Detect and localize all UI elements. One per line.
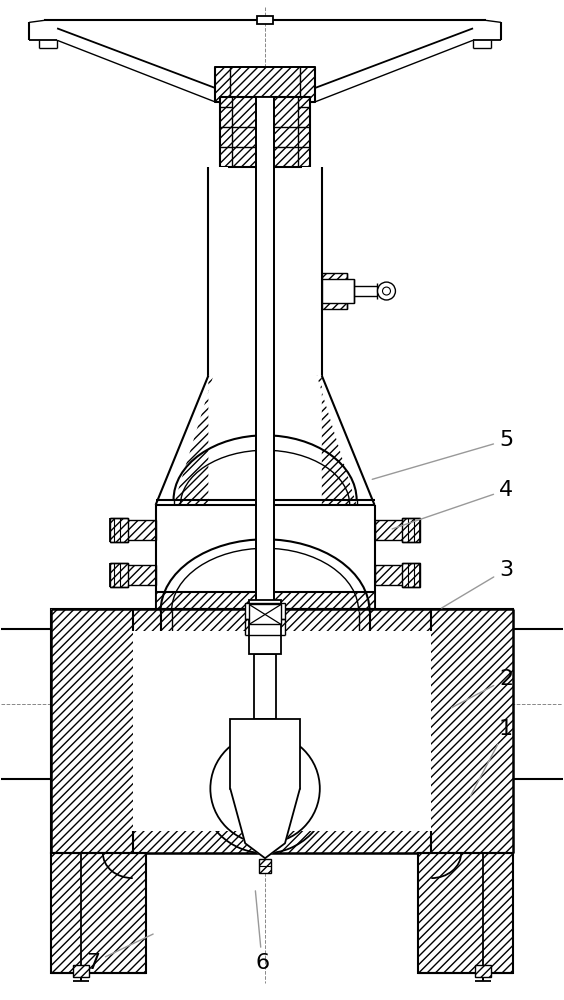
Bar <box>256 97 274 679</box>
Bar <box>73 965 89 977</box>
Bar <box>254 654 276 719</box>
Bar <box>374 565 407 585</box>
Circle shape <box>382 287 390 295</box>
Bar <box>51 609 133 853</box>
Text: 2: 2 <box>452 669 513 708</box>
Text: 7: 7 <box>86 934 153 973</box>
Bar <box>215 67 315 102</box>
Circle shape <box>377 282 395 300</box>
Bar <box>245 603 285 619</box>
Text: 4: 4 <box>392 480 513 529</box>
Polygon shape <box>156 376 213 505</box>
Bar <box>208 167 228 376</box>
Bar <box>51 609 513 853</box>
Text: 3: 3 <box>442 560 513 608</box>
Bar <box>402 563 420 587</box>
Bar <box>322 273 347 309</box>
Text: 1: 1 <box>470 719 513 796</box>
Bar <box>124 520 156 540</box>
Bar <box>249 604 281 624</box>
Bar <box>156 592 374 609</box>
Bar <box>257 16 273 24</box>
Bar <box>51 853 146 973</box>
Bar <box>402 518 420 542</box>
Bar <box>110 518 128 542</box>
Bar <box>230 719 300 789</box>
Bar <box>322 279 354 303</box>
Bar <box>475 965 491 977</box>
Bar <box>302 167 322 376</box>
Bar <box>418 853 513 973</box>
Bar <box>133 631 431 831</box>
Bar <box>374 520 407 540</box>
Text: 5: 5 <box>372 430 513 479</box>
Bar <box>110 563 128 587</box>
Bar <box>249 600 281 654</box>
Polygon shape <box>317 376 374 505</box>
Bar <box>221 97 310 167</box>
Bar <box>133 609 431 631</box>
Polygon shape <box>230 789 300 858</box>
Bar <box>133 831 431 853</box>
Bar <box>124 565 156 585</box>
Bar <box>431 609 513 853</box>
Text: 6: 6 <box>255 891 269 973</box>
Bar <box>259 859 271 873</box>
